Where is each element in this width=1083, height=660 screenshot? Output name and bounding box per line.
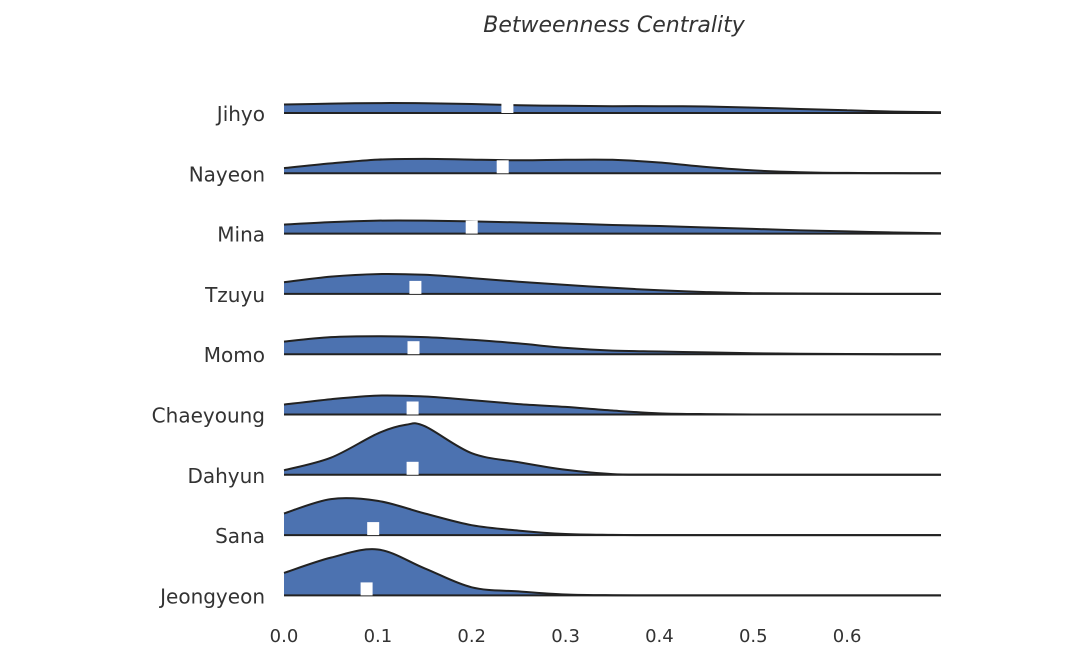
ridge-area <box>284 336 941 355</box>
median-marker <box>406 401 419 415</box>
x-tick-label: 0.0 <box>270 626 299 647</box>
row-label: Dahyun <box>187 464 265 488</box>
ridge-sana: Sana <box>215 497 941 548</box>
median-marker <box>406 461 419 475</box>
ridge-tzuyu: Tzuyu <box>204 272 941 307</box>
median-marker <box>465 220 478 234</box>
ridges: Jihyo Nayeon Mina Tzuyu Momo Chaeyoung Dahyun S… <box>152 100 942 608</box>
ridge-jihyo: Jihyo <box>215 100 942 126</box>
row-label: Momo <box>204 343 265 367</box>
ridge-outline <box>283 219 942 235</box>
row-label: Mina <box>217 223 265 247</box>
x-axis: 0.0 0.1 0.2 0.3 0.4 0.5 0.6 <box>270 626 862 647</box>
x-tick-label: 0.2 <box>457 626 486 647</box>
ridge-area <box>284 549 941 596</box>
ridge-area <box>284 103 941 113</box>
row-label: Sana <box>215 524 265 548</box>
ridge-area <box>284 158 941 174</box>
ridge-chaeyoung: Chaeyoung <box>152 394 941 428</box>
row-label: Jihyo <box>215 102 265 126</box>
median-marker <box>360 582 373 596</box>
ridge-mina: Mina <box>217 219 942 247</box>
ridge-dahyun: Dahyun <box>187 422 941 488</box>
median-marker <box>501 100 514 113</box>
ridge-area <box>284 395 941 415</box>
x-tick-label: 0.5 <box>739 626 768 647</box>
row-label: Chaeyoung <box>152 404 265 428</box>
x-tick-label: 0.4 <box>645 626 674 647</box>
ridge-outline <box>283 102 942 114</box>
ridge-momo: Momo <box>204 335 941 367</box>
row-label: Nayeon <box>189 162 265 186</box>
median-marker <box>409 280 422 294</box>
row-label: Jeongyeon <box>158 584 265 608</box>
ridge-jeongyeon: Jeongyeon <box>158 548 941 608</box>
ridge-area <box>284 273 941 294</box>
row-label: Tzuyu <box>204 283 265 307</box>
median-marker <box>496 160 509 174</box>
median-marker <box>367 522 380 536</box>
x-tick-label: 0.3 <box>551 626 580 647</box>
ridge-area <box>284 498 941 536</box>
ridge-area <box>284 423 941 475</box>
chart-title: Betweenness Centrality <box>483 13 745 38</box>
x-tick-label: 0.6 <box>833 626 862 647</box>
ridge-nayeon: Nayeon <box>189 157 942 186</box>
median-marker <box>407 341 420 355</box>
x-tick-label: 0.1 <box>364 626 393 647</box>
